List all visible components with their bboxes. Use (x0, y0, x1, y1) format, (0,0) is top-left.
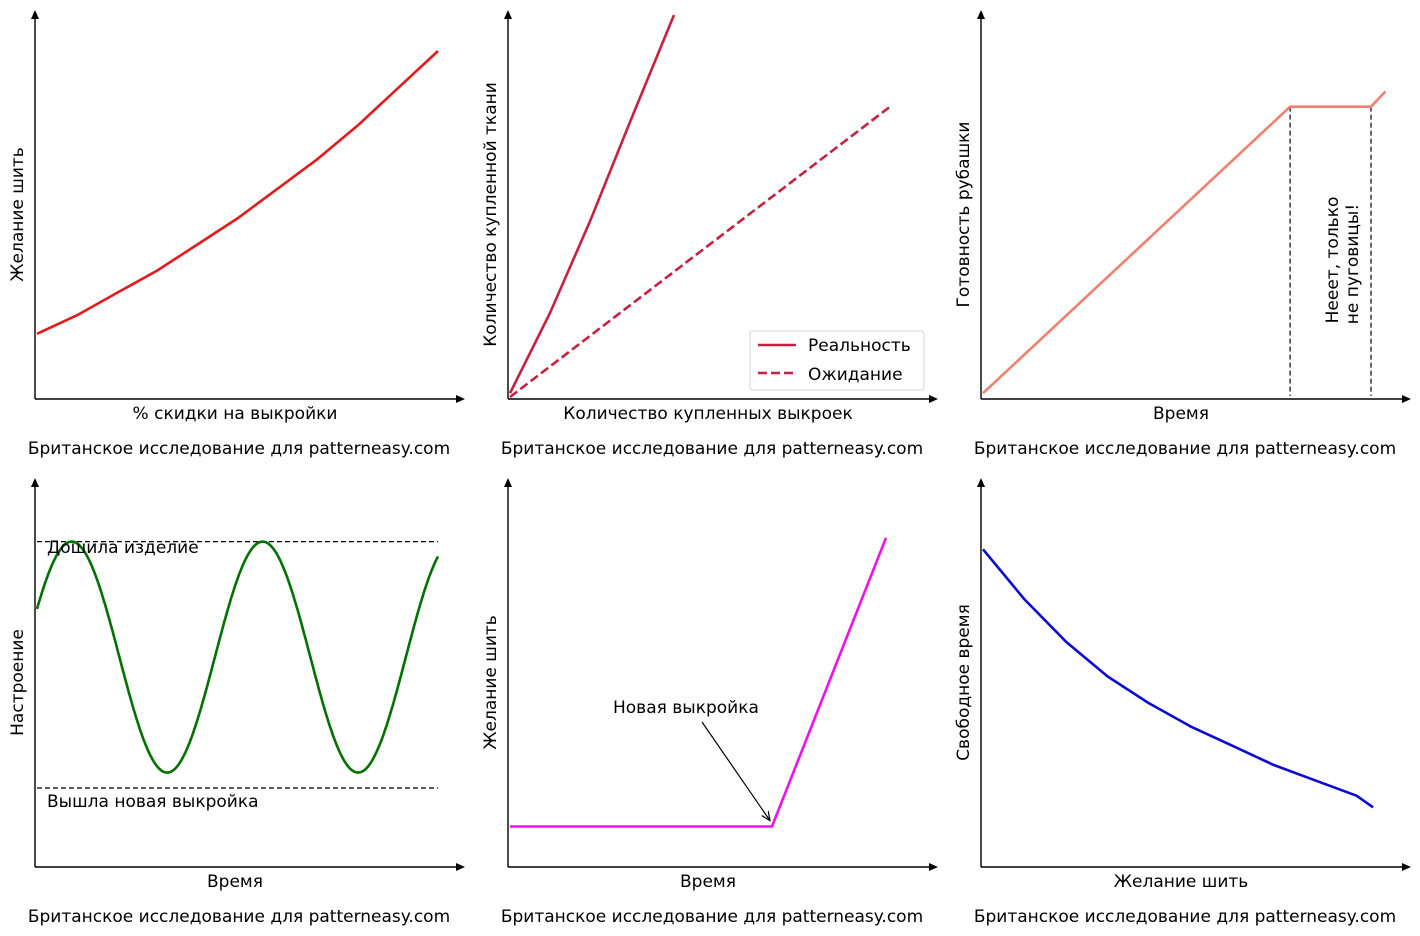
series-line-ожидание (509, 105, 891, 399)
chart-panel-new-pattern: Время Желание шить Британское исследован… (481, 478, 938, 927)
y-axis-label: Свободное время (954, 604, 974, 761)
panel-caption: Британское исследование для patterneasy.… (501, 439, 923, 459)
chart-panel-free-time: Желание шить Свободное время Британское … (954, 478, 1411, 927)
x-axis-label: Время (680, 872, 736, 892)
x-axis-label: Время (1153, 404, 1209, 424)
x-axis-label: % скидки на выкройки (133, 404, 338, 424)
legend-label-expectation: Ожидание (808, 365, 903, 385)
x-axis-label: Время (207, 872, 263, 892)
chart-panel-fabric: Количество купленных выкроек Количество … (481, 10, 938, 459)
series-line-free_time (981, 548, 1374, 809)
series-line-mood (35, 540, 440, 774)
chart-panel-mood: Время Настроение Британское исследование… (8, 478, 465, 927)
panel-caption: Британское исследование для patterneasy.… (974, 907, 1396, 927)
panel-caption: Британское исследование для patterneasy.… (28, 439, 450, 459)
hline-label-finished: Дошила изделие (47, 538, 199, 558)
y-axis-label: Желание шить (481, 615, 501, 750)
series-line-progress (982, 90, 1387, 395)
x-axis-label: Количество купленных выкроек (563, 404, 852, 424)
panel-caption: Британское исследование для patterneasy.… (501, 907, 923, 927)
annotation-new-pattern: Новая выкройка (613, 698, 759, 718)
annotation-buttons-line1: Нееет, только (1323, 197, 1343, 324)
series-line-desire (510, 537, 888, 828)
series-line-desire (36, 50, 439, 335)
annotation-buttons-line2: не пуговицы! (1343, 204, 1363, 324)
y-axis-label: Количество купленной ткани (481, 82, 501, 347)
panel-caption: Британское исследование для patterneasy.… (974, 439, 1396, 459)
hline-label-new-pattern: Вышла новая выкройка (47, 792, 259, 812)
series-line-реальность (508, 14, 676, 394)
annotation-arrow (701, 721, 770, 821)
panel-caption: Британское исследование для patterneasy.… (28, 907, 450, 927)
y-axis-label: Готовность рубашки (954, 122, 974, 308)
chart-panel-shirt: Время Готовность рубашки Британское иссл… (954, 10, 1411, 459)
chart-panel-discount: % скидки на выкройки Желание шить Британ… (8, 10, 465, 459)
legend-label-reality: Реальность (808, 336, 911, 356)
y-axis-label: Желание шить (8, 147, 28, 282)
y-axis-label: Настроение (8, 629, 28, 736)
legend: Реальность Ожидание (749, 330, 925, 391)
x-axis-label: Желание шить (1114, 872, 1249, 892)
